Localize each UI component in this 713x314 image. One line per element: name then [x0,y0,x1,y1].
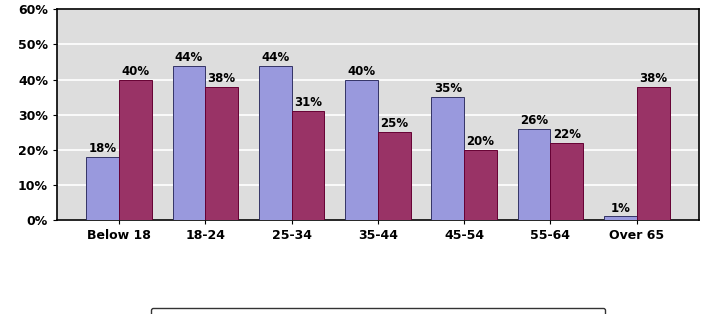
Text: 31%: 31% [294,96,322,109]
Bar [550,143,583,220]
Bar [119,79,152,220]
Bar [378,132,411,220]
Bar [292,111,324,220]
Text: 40%: 40% [121,65,150,78]
Legend: Uninsured Below 200% FPL, Total Population Below 200% FPL: Uninsured Below 200% FPL, Total Populati… [150,308,605,314]
Bar [205,87,238,220]
Bar [604,216,637,220]
Bar [345,79,378,220]
Text: 1%: 1% [610,202,630,214]
Text: 18%: 18% [88,142,117,155]
Text: 26%: 26% [520,114,548,127]
Text: 38%: 38% [639,72,667,85]
Text: 44%: 44% [175,51,203,64]
Text: 35%: 35% [434,82,462,95]
Bar [259,66,292,220]
Bar [431,97,464,220]
Text: 44%: 44% [261,51,289,64]
Bar [464,150,497,220]
Text: 25%: 25% [380,117,409,130]
Text: 38%: 38% [207,72,236,85]
Bar [637,87,670,220]
Bar [173,66,205,220]
Text: 22%: 22% [553,128,581,141]
Text: 20%: 20% [466,135,495,148]
Bar [518,129,550,220]
Text: 40%: 40% [347,65,376,78]
Bar [86,157,119,220]
